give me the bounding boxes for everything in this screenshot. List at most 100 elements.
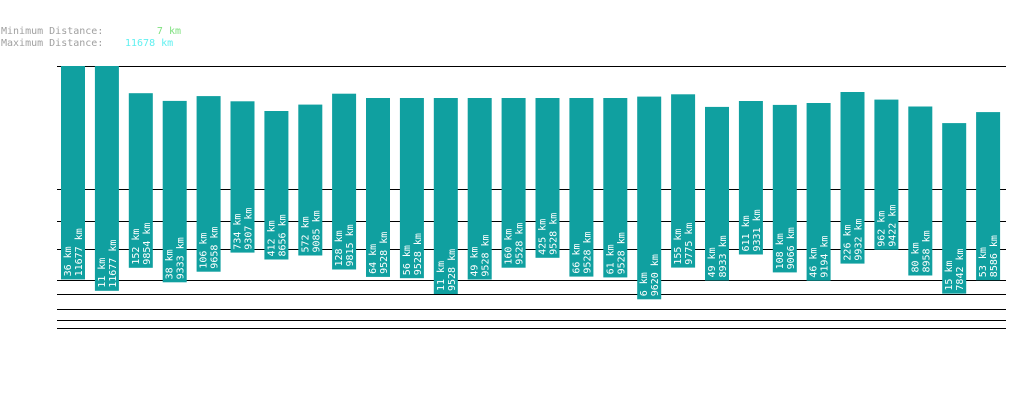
bar-label-group-25: 962 km 9422 km xyxy=(876,205,898,247)
bar-label-max: 9528 km xyxy=(379,232,390,274)
bar-27 xyxy=(942,123,967,294)
bar-label-min: 962 km xyxy=(876,211,887,247)
min-distance-row: Minimum Distance: 7 km xyxy=(1,26,181,38)
bar-label-group-24: 226 km 9932 km xyxy=(843,218,865,260)
bar-6 xyxy=(230,101,255,253)
bar-14 xyxy=(501,98,526,268)
bar-label-min: 6 km xyxy=(639,272,650,296)
bar-label-max: 8958 km xyxy=(921,230,932,272)
bar-label-min: 64 km xyxy=(368,244,379,274)
bar-label-max: 9528 km xyxy=(549,213,560,255)
bar-label-group-28: 53 km 8586 km xyxy=(978,235,1000,277)
bar-label-min: 152 km xyxy=(131,229,142,265)
min-distance-label: Minimum Distance: xyxy=(1,26,104,37)
bar-9 xyxy=(332,93,357,270)
bar-label-max: 8586 km xyxy=(989,235,1000,277)
bar-label-max: 9775 km xyxy=(684,223,695,265)
bar-18 xyxy=(637,96,662,300)
bar-label-group-17: 61 km 9528 km xyxy=(605,232,627,274)
bar-label-max: 9528 km xyxy=(481,234,492,276)
bar-label-min: 11 km xyxy=(97,258,108,288)
bar-label-group-15: 425 km 9528 km xyxy=(538,213,560,255)
bar-label-min: 80 km xyxy=(910,242,921,272)
bar-label-group-13: 49 km 9528 km xyxy=(470,234,492,276)
bar-labels: 36 km 11677 km 11 km 11677 km 152 km 9854 km 3… xyxy=(63,205,1000,297)
bar-16 xyxy=(569,98,594,277)
bar-label-group-14: 160 km 9528 km xyxy=(504,223,526,265)
bar-13 xyxy=(467,98,492,280)
bar-20 xyxy=(705,106,729,281)
bar-label-max: 9194 km xyxy=(820,236,831,278)
min-distance-value: 7 km xyxy=(156,26,181,37)
bar-label-min: 106 km xyxy=(199,233,210,269)
bar-label-min: 53 km xyxy=(978,247,989,277)
bar-label-max: 9333 km xyxy=(176,237,187,279)
bar-label-min: 412 km xyxy=(266,220,277,256)
bar-22 xyxy=(772,104,797,273)
bar-label-min: 611 km xyxy=(741,215,752,251)
bar-label-min: 226 km xyxy=(843,224,854,260)
bar-label-min: 572 km xyxy=(300,216,311,252)
bar-label-group-8: 572 km 9085 km xyxy=(300,210,322,252)
bar-label-min: 38 km xyxy=(165,249,176,279)
bar-label-max: 9528 km xyxy=(447,249,458,291)
bar-label-max: 9307 km xyxy=(244,208,255,250)
bar-label-max: 9528 km xyxy=(515,223,526,265)
bar-25 xyxy=(874,99,899,250)
max-distance-value: 11678 km xyxy=(125,38,174,49)
max-distance-row: Maximum Distance: 11678 km xyxy=(1,38,181,50)
bar-label-max: 9085 km xyxy=(311,210,322,252)
bar-label-min: 46 km xyxy=(809,248,820,278)
bar-label-min: 49 km xyxy=(470,246,481,276)
bar-label-min: 734 km xyxy=(233,214,244,250)
bar-5 xyxy=(196,96,221,272)
bar-label-min: 15 km xyxy=(944,260,955,290)
bar-label-group-21: 611 km 9331 km xyxy=(741,209,763,251)
bar-label-min: 49 km xyxy=(707,247,718,277)
bar-label-max: 9066 km xyxy=(786,227,797,269)
bar-4 xyxy=(162,100,187,283)
bar-label-min: 11 km xyxy=(436,261,447,291)
bar-label-max: 9620 km xyxy=(650,254,661,296)
bar-2 xyxy=(94,66,119,291)
bar-label-group-11: 56 km 9528 km xyxy=(402,233,424,275)
bar-label-group-1: 36 km 11677 km xyxy=(63,228,85,276)
bar-24 xyxy=(840,92,865,264)
bars xyxy=(61,66,1001,300)
bar-3 xyxy=(128,93,153,268)
bar-21 xyxy=(738,101,763,255)
bar-label-max: 7842 km xyxy=(955,248,966,290)
bar-label-group-12: 11 km 9528 km xyxy=(436,249,458,291)
bar-26 xyxy=(908,106,933,276)
bar-label-max: 9854 km xyxy=(142,223,153,265)
bar-label-max: 9658 km xyxy=(210,227,221,269)
bar-label-group-16: 66 km 9528 km xyxy=(571,231,593,273)
bar-label-max: 9528 km xyxy=(413,233,424,275)
bar-label-group-18: 6 km 9620 km xyxy=(639,254,661,296)
bar-label-min: 108 km xyxy=(775,233,786,269)
bar-label-min: 160 km xyxy=(504,229,515,265)
bar-label-max: 9331 km xyxy=(752,209,763,251)
bar-28 xyxy=(976,112,1001,281)
bar-label-min: 425 km xyxy=(538,219,549,255)
bar-label-group-19: 155 km 9775 km xyxy=(673,223,695,265)
bar-label-min: 128 km xyxy=(334,230,345,266)
bar-label-max: 11677 km xyxy=(74,228,85,276)
bar-label-group-22: 108 km 9066 km xyxy=(775,227,797,269)
bar-label-min: 66 km xyxy=(571,243,582,273)
bar-label-max: 9932 km xyxy=(854,218,865,260)
bar-label-max: 8656 km xyxy=(277,214,288,256)
bar-label-max: 9422 km xyxy=(887,205,898,247)
bar-label-group-5: 106 km 9658 km xyxy=(199,227,221,269)
bar-label-group-3: 152 km 9854 km xyxy=(131,223,153,265)
bar-label-group-27: 15 km 7842 km xyxy=(944,248,966,290)
bar-label-group-2: 11 km 11677 km xyxy=(97,240,119,288)
bar-label-min: 61 km xyxy=(605,244,616,274)
bar-label-group-9: 128 km 9815 km xyxy=(334,224,356,266)
distance-summary: Minimum Distance: 7 km Maximum Distance: 1… xyxy=(1,26,181,50)
bar-label-min: 56 km xyxy=(402,245,413,275)
bar-label-max: 9528 km xyxy=(616,232,627,274)
bar-7 xyxy=(264,111,289,260)
bar-15 xyxy=(535,98,560,258)
bar-label-min: 36 km xyxy=(63,246,74,276)
